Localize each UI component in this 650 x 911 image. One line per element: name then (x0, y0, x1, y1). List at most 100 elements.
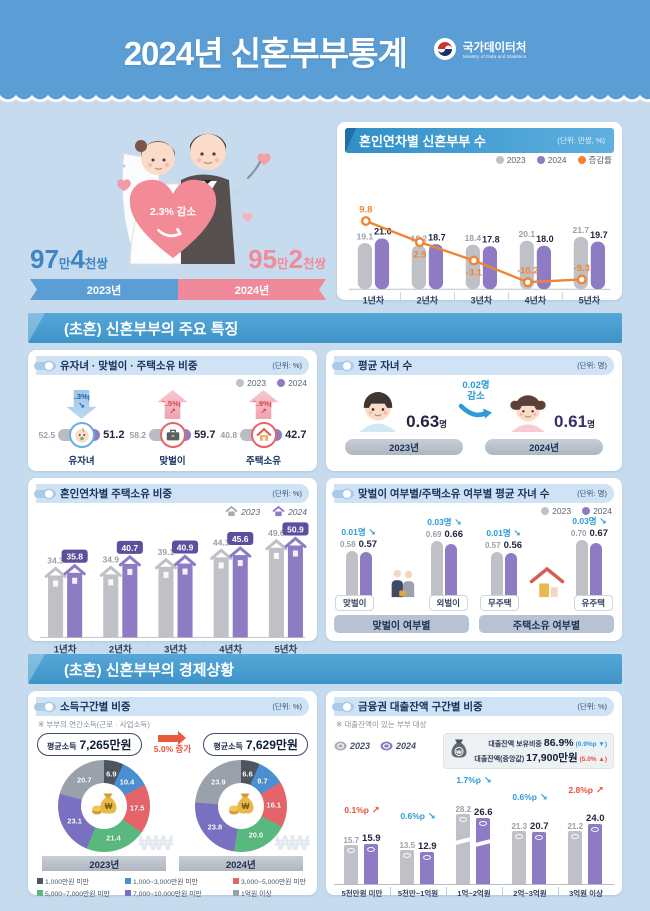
coin-icon (515, 833, 524, 839)
svg-text:2.9: 2.9 (413, 249, 426, 260)
agency-logo: 국가데이터처 Ministry of Data and Statistics (433, 37, 526, 66)
svg-text:5년차: 5년차 (579, 294, 601, 305)
svg-text:44.3: 44.3 (213, 537, 230, 547)
svg-text:4년차: 4년차 (219, 643, 242, 655)
hero-illustration: 2.3% 감소 97만4천쌍 95만2천쌍 2023년 2024년 (28, 122, 328, 300)
subhead-home-ownership: 혼인연차별 주택소유 비중 (단위: %) (36, 484, 309, 503)
money-bag-dark-icon: ₩ (449, 738, 469, 765)
section-title-economy: (초혼) 신혼부부의 경제상황 (28, 654, 622, 684)
status-bar-pair: 0.03명 ↘ 0.69 0.66 (426, 516, 463, 602)
svg-text:35.8: 35.8 (66, 552, 83, 562)
svg-text:1년차: 1년차 (54, 643, 77, 655)
baby-icon (68, 422, 95, 448)
ribbon-2024: 2024년 (178, 279, 326, 300)
income-legend-item: 1,000만원 미만 (37, 876, 121, 886)
income-legend-item: 3,000~5,000만원 미만 (233, 876, 308, 886)
trait-item-0: 1.3%p ↘ 52.5 51.2 유자녀 (38, 390, 125, 467)
avg-income-row: 평균소득 7,265만원 5.0% 증가 평균소득 7,629만원 (36, 731, 309, 756)
avg-children-2024-value: 0.61 (554, 411, 588, 431)
legend-house-2023: 2023 (225, 506, 260, 517)
panel-income-share: 소득구간별 비중 (단위: %) ※ 부부의 연간소득(근로 · 사업소득) 평… (28, 691, 317, 898)
boy-icon (359, 391, 397, 432)
coin-icon (334, 741, 347, 751)
agency-name: 국가데이터처 (462, 42, 527, 55)
hero-row: 2.3% 감소 97만4천쌍 95만2천쌍 2023년 2024년 혼인연차별 … (28, 122, 622, 305)
income-legend-item: 7,000~10,000만원 미만 (125, 888, 229, 898)
money-bag-icon: ₩ (89, 790, 119, 823)
svg-text:₩: ₩ (241, 802, 249, 811)
trait-item-1: 1.5%p ↗ 58.2 59.7 맞벌이 (127, 390, 218, 467)
loan-bar-group-0: 0.1%p ↗ 15.7 15.9 (334, 772, 390, 884)
donut-row: ₩₩ ₩ 6.9 10.4 17.5 21.4 23.1 20.7 2023년 ₩₩ ₩ … (36, 760, 310, 871)
panel-loan-share: 금융권 대출잔액 구간별 비중 (단위: %) ※ 대출잔액이 있는 부부 대상… (326, 691, 622, 898)
coin-icon (571, 834, 580, 839)
section-title-traits: (초혼) 신혼부부의 주요 특징 (28, 313, 622, 343)
house-icon (250, 422, 277, 448)
svg-text:18.4: 18.4 (465, 233, 482, 243)
trait-item-2: 1.9%p ↗ 40.8 42.7 주택소유 (218, 390, 309, 467)
income-note: ※ 부부의 연간소득(근로 · 사업소득) (38, 720, 150, 729)
svg-text:-9.3: -9.3 (574, 263, 590, 274)
svg-text:17.8: 17.8 (482, 234, 500, 244)
svg-text:₩: ₩ (105, 802, 113, 811)
panel-avg-children: 평균 자녀 수 (단위: 명) 0.63명 (326, 350, 622, 471)
svg-text:₩: ₩ (457, 750, 463, 756)
status-group-1: 0.01명 ↘ 0.57 0.56 0.03명 ↘ 0.70 0.67 무주택 유주택 주택소유… (479, 515, 614, 633)
legend-loans: 2023 2024 (334, 741, 416, 751)
loan-note: ※ 대출잔액이 있는 부부 대상 (336, 720, 427, 729)
status-bar-pair: 0.01명 ↘ 0.58 0.57 (340, 526, 377, 602)
house-icon (272, 506, 285, 517)
count-2023: 97만4천쌍 (30, 244, 108, 274)
svg-text:18.7: 18.7 (428, 232, 446, 242)
subhead-children-by-status: 맞벌이 여부별/주택소유 여부별 평균 자녀 수 (단위: 명) (334, 484, 614, 503)
svg-text:5년차: 5년차 (275, 643, 298, 655)
agency-subname: Ministry of Data and Statistics (462, 54, 526, 60)
working-couple-icon (385, 567, 419, 604)
svg-text:49.6: 49.6 (268, 528, 285, 538)
year-pill-2023: 2023년 (345, 438, 463, 455)
coin-icon (479, 820, 488, 826)
chart-unit: (단위: 만쌍, %) (557, 136, 605, 145)
kid-2024: 0.61명 (505, 386, 595, 432)
svg-text:19.7: 19.7 (590, 230, 608, 240)
money-bag-icon: ₩ (226, 790, 256, 823)
legend-newlyweds: 2023 2024 증감률 (345, 154, 612, 166)
year-pills: 2023년 2024년 (334, 438, 614, 455)
year-pill-2024: 2024년 (485, 438, 603, 455)
status-bar-pair: 0.03명 ↘ 0.70 0.67 (571, 515, 608, 602)
legend-2023-dot (236, 379, 245, 387)
agency-logo-icon (433, 37, 457, 66)
chart-title: 혼인연차별 신혼부부 수 (359, 134, 486, 149)
coin-icon (459, 816, 468, 822)
income-growth-label: 5.0% 증가 (153, 743, 192, 754)
donut-year-2023: 2023년 (42, 856, 167, 871)
children-change: 0.02명 감소 (458, 380, 494, 420)
coin-icon (380, 741, 393, 751)
loan-top-row: 2023 2024 ₩ 대출잔액 보유비중 86.9% (0.9%p ▼) 대출잔액… (334, 733, 614, 769)
coin-icon (347, 847, 356, 853)
house-icon (225, 506, 238, 517)
count-2024: 95만2천쌍 (248, 244, 326, 274)
loan-bar-chart: 0.1%p ↗ 15.7 15.9 0.6%p ↘ 13.5 12.9 1.7%p ↘ 28.… (334, 772, 614, 884)
coin-icon (423, 854, 432, 860)
svg-text:34.9: 34.9 (102, 554, 119, 564)
legend-2024-dot (277, 379, 286, 387)
economy-row: 소득구간별 비중 (단위: %) ※ 부부의 연간소득(근로 · 사업소득) 평… (28, 691, 622, 898)
panel-home-ownership: 혼인연차별 주택소유 비중 (단위: %) 2023 2024 34.3 35.8… (28, 478, 317, 655)
svg-text:39.1: 39.1 (158, 547, 175, 557)
ownership-row: 혼인연차별 주택소유 비중 (단위: %) 2023 2024 34.3 35.8… (28, 478, 622, 655)
legend-house-2024: 2024 (272, 506, 307, 517)
status-group-0: 0.01명 ↘ 0.58 0.57 0.03명 ↘ 0.69 0.66 맞벌이 외벌이 맞벌이 … (334, 516, 469, 633)
scalloped-edge (0, 94, 650, 110)
avg-income-2023: 평균소득 7,265만원 (37, 733, 142, 756)
loan-bar-group-3: 0.6%p ↘ 21.3 20.7 (502, 772, 558, 884)
subhead-income: 소득구간별 비중 (단위: %) (36, 697, 309, 716)
traits-items: 1.3%p ↘ 52.5 51.2 유자녀 1.5%p ↗ 58.2 59.7 맞벌이 1.9%p ↗… (36, 390, 309, 467)
newlyweds-bar-line-chart: 19.121.01년차18.218.72년차18.417.83년차20.118.… (348, 205, 611, 305)
subhead-traits: 유자녀 · 맞벌이 · 주택소유 비중 (단위: %) (36, 356, 309, 375)
subhead-avg-children: 평균 자녀 수 (단위: 명) (334, 356, 614, 375)
donut-2024-col: ₩₩ ₩ 6.6 9.7 16.1 20.0 23.8 23.9 2024년 (177, 760, 310, 871)
subhead-loans: 금융권 대출잔액 구간별 비중 (단위: %) (334, 697, 614, 716)
legend-children-status: 2023 2024 (334, 506, 612, 516)
legend-house: 2023 2024 (36, 506, 307, 517)
